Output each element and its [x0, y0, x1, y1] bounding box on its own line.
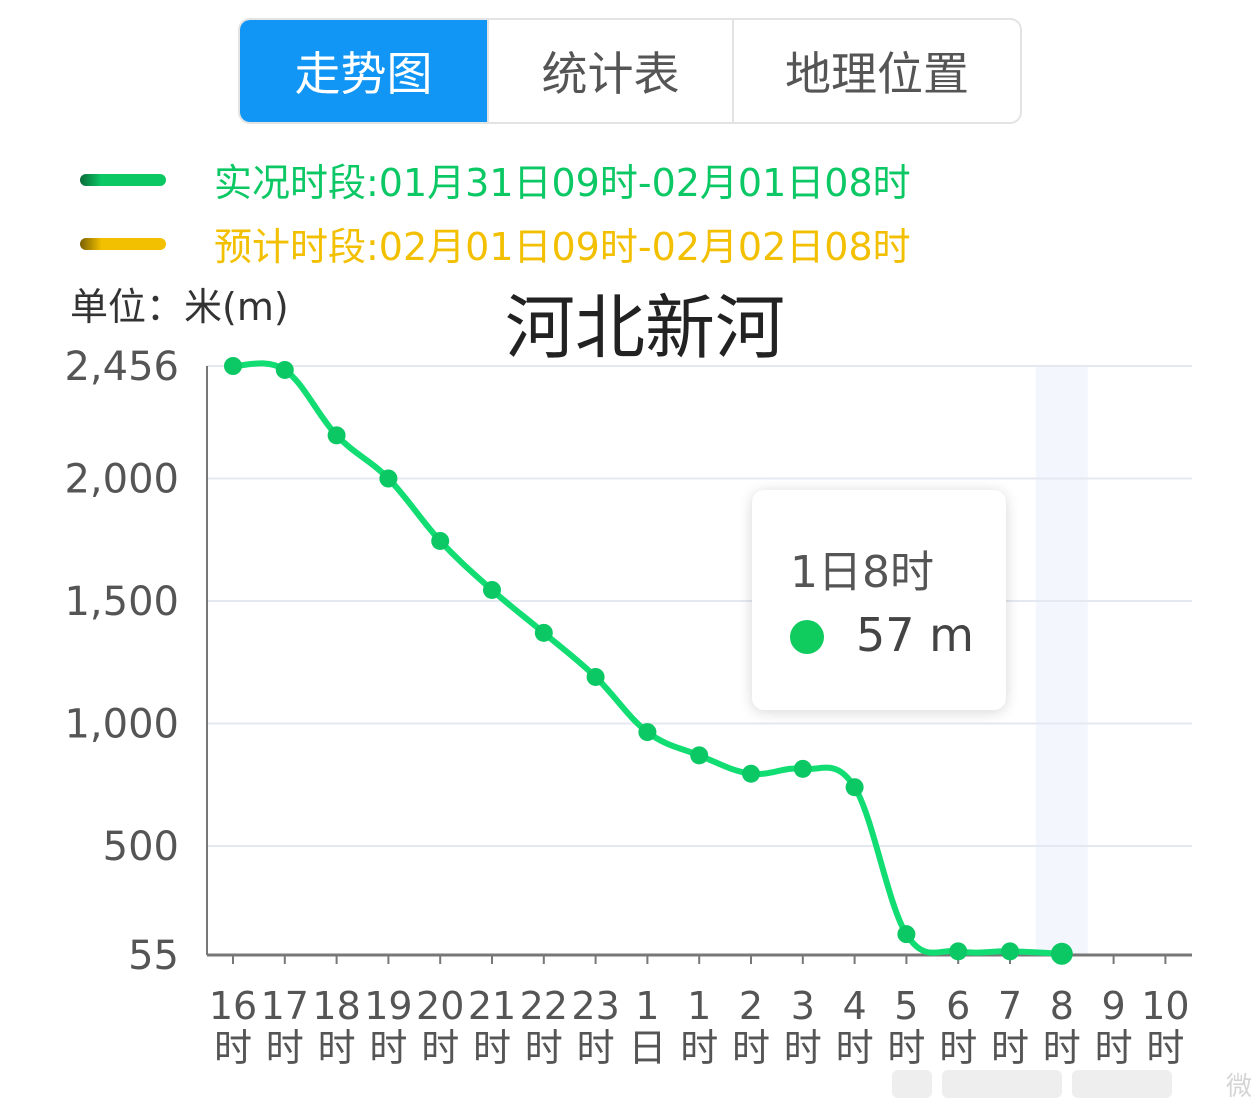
- watermark-block: [942, 1070, 1062, 1098]
- x-tick-label: 19: [364, 984, 412, 1028]
- data-point: [586, 667, 605, 686]
- hover-highlight-band: [1035, 366, 1088, 955]
- watermark-block: [1072, 1070, 1172, 1098]
- watermark-logo: [892, 1070, 932, 1098]
- x-tick-label-unit: 时: [1043, 1026, 1081, 1070]
- tab-statistics-table[interactable]: 统计表: [487, 20, 732, 122]
- x-tick-label-unit: 时: [680, 1026, 718, 1070]
- tab-trend-chart[interactable]: 走势图: [240, 20, 487, 122]
- x-tick-label-unit: 日: [628, 1026, 666, 1070]
- x-tick-label: 22: [520, 984, 568, 1028]
- x-tick-label: 21: [468, 984, 516, 1028]
- data-point: [534, 623, 553, 642]
- x-tick-label: 6: [946, 984, 970, 1028]
- x-tick-label-unit: 时: [784, 1026, 822, 1070]
- x-tick-label-unit: 时: [473, 1026, 511, 1070]
- tab-geo-location[interactable]: 地理位置: [732, 20, 1020, 122]
- tooltip-title: 1日8时: [790, 547, 934, 598]
- x-tick-label-unit: 时: [1146, 1026, 1184, 1070]
- y-tick-label: 1,500: [64, 579, 179, 625]
- data-point: [949, 942, 968, 961]
- legend-label-forecast: 预计时段:02月01日09时-02月02日08时: [214, 225, 911, 269]
- data-point: [897, 925, 916, 944]
- x-tick-label: 5: [894, 984, 918, 1028]
- x-tick-label-unit: 时: [939, 1026, 977, 1070]
- x-tick-label: 9: [1102, 984, 1126, 1028]
- x-tick-label: 17: [261, 984, 309, 1028]
- tooltip-series-dot: [790, 620, 824, 654]
- x-tick-label: 7: [998, 984, 1022, 1028]
- data-point: [431, 531, 450, 550]
- y-tick-label: 55: [128, 933, 179, 979]
- x-tick-label: 18: [312, 984, 360, 1028]
- legend-item-actual: 实况时段:01月31日09时-02月01日08时: [80, 152, 911, 207]
- y-tick-label: 500: [103, 824, 179, 870]
- x-tick-label: 10: [1141, 984, 1189, 1028]
- x-tick-label-unit: 时: [369, 1026, 407, 1070]
- y-tick-label: 2,000: [64, 457, 179, 503]
- data-point: [793, 759, 812, 778]
- data-point: [275, 360, 294, 379]
- chart-title: 河北新河: [505, 287, 785, 369]
- x-tick-label: 1: [635, 984, 659, 1028]
- legend-item-forecast: 预计时段:02月01日09时-02月02日08时: [80, 216, 911, 271]
- x-tick-label-unit: 时: [266, 1026, 304, 1070]
- x-tick-label-unit: 时: [991, 1026, 1029, 1070]
- legend-label-actual: 实况时段:01月31日09时-02月01日08时: [214, 161, 911, 205]
- x-tick-label-unit: 时: [525, 1026, 563, 1070]
- x-tick-label-unit: 时: [421, 1026, 459, 1070]
- data-point: [483, 580, 501, 599]
- x-tick-label-unit: 时: [214, 1026, 252, 1070]
- x-tick-label: 8: [1050, 984, 1074, 1028]
- x-tick-label: 4: [843, 984, 867, 1028]
- x-tick-label-unit: 时: [887, 1026, 925, 1070]
- data-point: [327, 426, 346, 445]
- legend-swatch-forecast: [80, 237, 166, 250]
- x-tick-label-unit: 时: [577, 1026, 615, 1070]
- x-tick-label: 23: [571, 984, 619, 1028]
- data-point: [690, 746, 709, 765]
- x-tick-label-unit: 时: [318, 1026, 356, 1070]
- data-point: [845, 778, 864, 797]
- x-tick-label: 3: [791, 984, 815, 1028]
- x-tick-label: 2: [739, 984, 763, 1028]
- data-point: [638, 723, 657, 742]
- x-tick-label: 1: [687, 984, 711, 1028]
- legend-swatch-actual: [80, 173, 166, 186]
- watermark: 微: [892, 1064, 1252, 1104]
- x-tick-label: 20: [416, 984, 464, 1028]
- data-point: [1050, 942, 1073, 965]
- data-point: [224, 357, 242, 375]
- data-tooltip: 1日8时 57 m: [752, 490, 1006, 710]
- tooltip-value: 57 m: [856, 608, 974, 662]
- y-tick-label: 1,000: [64, 702, 179, 748]
- x-tick-label-unit: 时: [732, 1026, 770, 1070]
- data-point: [1001, 942, 1019, 961]
- unit-label: 单位：米(m): [70, 285, 289, 329]
- x-tick-label-unit: 时: [836, 1026, 874, 1070]
- data-point: [379, 469, 398, 488]
- y-tick-label: 2,456: [64, 344, 179, 390]
- x-tick-label-unit: 时: [1095, 1026, 1133, 1070]
- watermark-text: 微: [1225, 1071, 1252, 1102]
- data-point: [742, 764, 760, 783]
- x-tick-label: 16: [209, 984, 257, 1028]
- view-tabs: 走势图 统计表 地理位置: [238, 18, 1022, 124]
